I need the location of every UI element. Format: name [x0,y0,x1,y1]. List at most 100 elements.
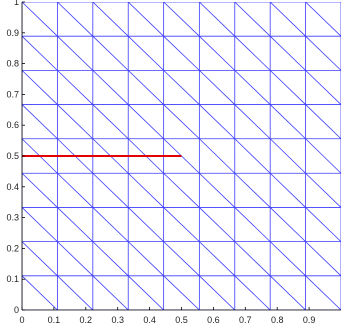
y-tick-label: 0.4 [6,182,19,192]
mesh-diagonal-line [269,138,306,174]
x-tick-label: 0.4 [143,315,156,325]
mesh-diagonal-line [199,2,236,37]
mesh-diagonal-line [127,70,164,105]
mesh-diagonal-line [22,2,58,37]
mesh-diagonal-line [57,70,94,105]
mesh-diagonal-line [269,104,306,140]
y-tick-label: 0.8 [6,59,19,69]
mesh-diagonal-line [199,241,236,277]
mesh-diagonal-line [92,275,129,310]
mesh-diagonal-line [127,35,164,71]
x-tick-label: 0.7 [239,315,252,325]
mesh-diagonal-line [269,207,306,242]
y-tick-label: 0.9 [6,28,19,38]
mesh-diagonal-line [305,172,341,208]
mesh-diagonal-line [234,207,271,242]
mesh-diagonal-line [199,138,236,174]
x-tick-label: 0.3 [111,315,124,325]
mesh-diagonal-line [305,70,341,105]
mesh-diagonal-line [22,172,58,208]
mesh-diagonal-line [57,35,94,71]
mesh-diagonal-line [127,2,164,37]
mesh-diagonal-line [234,172,271,208]
y-tick-label: 0.7 [6,89,19,99]
mesh-diagonal-line [305,241,341,277]
mesh-diagonal-line [234,2,271,37]
x-tick-label: 0.1 [48,315,61,325]
mesh-diagonal-line [199,275,236,310]
mesh-diagonal-line [163,241,200,277]
mesh-diagonal-line [163,35,200,71]
mesh-diagonal-line [305,207,341,242]
mesh-diagonal-line [269,275,306,310]
mesh-diagonal-line [199,70,236,105]
mesh-diagonal-line [127,104,164,140]
mesh-diagonal-line [92,207,129,242]
mesh-diagonal-line [22,35,58,71]
mesh-diagonal-line [92,172,129,208]
x-tick-label: 0.5 [175,315,188,325]
mesh-diagonal-line [163,172,200,208]
mesh-diagonal-line [127,172,164,208]
mesh-diagonal-line [22,207,58,242]
mesh-diagonal-line [57,2,94,37]
mesh-diagonal-line [305,138,341,174]
mesh-diagonal-line [305,35,341,71]
mesh-diagonal-line [269,172,306,208]
mesh-diagonal-line [199,104,236,140]
y-tick-label: 0.3 [6,213,19,223]
mesh-diagonal-line [305,2,341,37]
mesh-diagonal-line [22,275,58,310]
mesh-diagonal-line [92,2,129,37]
mesh-diagonal-line [163,70,200,105]
mesh-diagonal-line [269,70,306,105]
mesh-diagonal-line [305,275,341,310]
mesh-diagonal-line [57,104,94,140]
y-tick-label: 0.6 [6,120,19,130]
mesh-diagonal-line [199,35,236,71]
mesh-diagonal-line [269,2,306,37]
mesh-diagonal-line [57,241,94,277]
mesh-diagonal-line [57,207,94,242]
x-tick-label: 0.8 [271,315,284,325]
mesh-diagonal-line [22,241,58,277]
y-tick-label: 0.5 [6,151,19,161]
mesh-diagonal-line [269,35,306,71]
mesh-diagonal-line [234,104,271,140]
mesh-diagonal-line [199,207,236,242]
mesh-diagonal-line [127,241,164,277]
mesh-diagonal-line [269,241,306,277]
mesh-diagonal-line [234,70,271,105]
mesh-diagonal-line [57,172,94,208]
y-tick-label: 0 [14,305,19,315]
mesh-diagonal-line [22,70,58,105]
mesh-diagonal-line [234,35,271,71]
mesh-group [22,2,341,310]
x-tick-label: 0.9 [303,315,316,325]
mesh-diagonal-line [199,172,236,208]
mesh-diagonal-line [127,207,164,242]
mesh-diagonal-line [305,104,341,140]
mesh-diagonal-line [92,70,129,105]
mesh-diagonal-line [127,275,164,310]
mesh-diagonal-line [163,275,200,310]
mesh-diagonal-line [234,275,271,310]
x-tick-label: 0 [19,315,24,325]
mesh-diagonal-line [92,241,129,277]
mesh-diagonal-line [163,2,200,37]
mesh-diagonal-line [57,275,94,310]
y-tick-label: 0.2 [6,243,19,253]
y-tick-label: 1 [14,0,19,7]
mesh-diagonal-line [22,104,58,140]
y-tick-label: 0.1 [6,274,19,284]
mesh-diagonal-line [163,104,200,140]
mesh-diagonal-line [234,241,271,277]
mesh-diagonal-line [234,138,271,174]
mesh-diagonal-line [92,35,129,71]
mesh-diagonal-line [92,104,129,140]
x-tick-label: 0.2 [80,315,93,325]
x-tick-label: 0.6 [207,315,220,325]
mesh-diagonal-line [163,207,200,242]
